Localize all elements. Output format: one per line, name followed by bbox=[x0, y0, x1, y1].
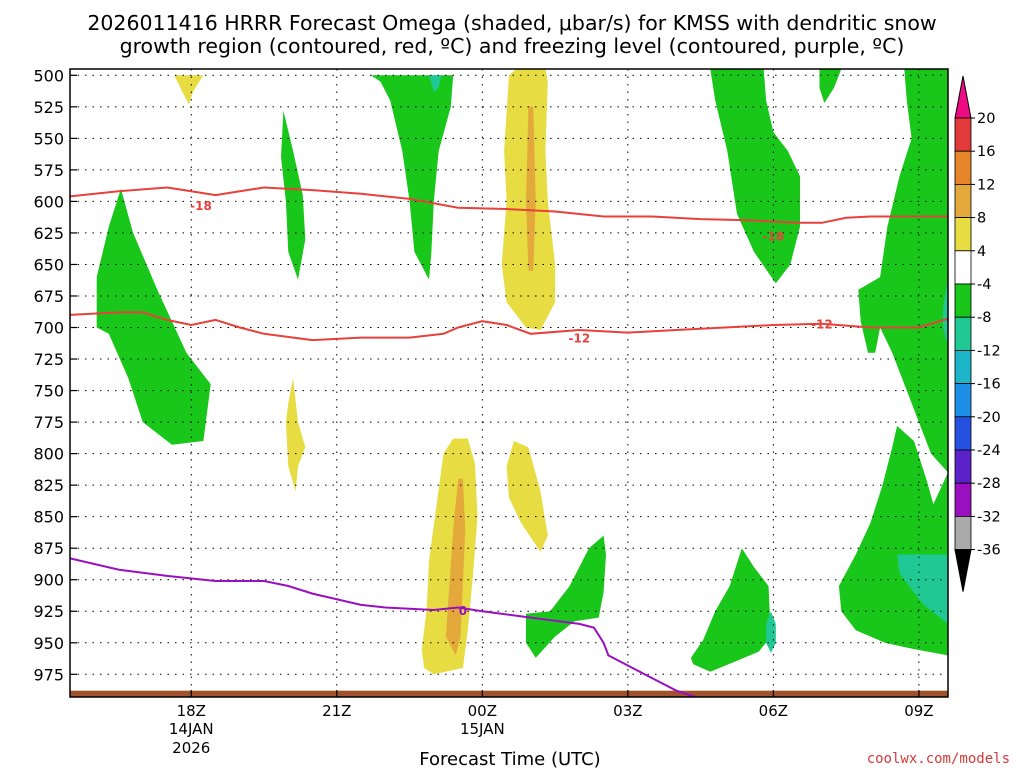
omega-region-14 bbox=[506, 441, 548, 552]
omega-region-1 bbox=[281, 110, 306, 280]
colorbar-label--20: -20 bbox=[977, 410, 1001, 426]
colorbar-band--28 bbox=[954, 449, 972, 484]
omega-region-10 bbox=[858, 69, 948, 473]
x-tick-label-09Z: 09Z bbox=[904, 702, 933, 720]
colorbar-label-20: 20 bbox=[977, 111, 995, 127]
y-tick-label-875: 875 bbox=[33, 539, 64, 558]
colorbar-band--8 bbox=[954, 283, 972, 318]
colorbar-band--12 bbox=[954, 316, 972, 351]
omega-region-19 bbox=[897, 554, 948, 624]
colorbar-band--24 bbox=[954, 416, 972, 451]
y-tick-label-500: 500 bbox=[33, 66, 64, 85]
colorbar-label--4: -4 bbox=[977, 277, 991, 293]
y-tick-label-825: 825 bbox=[33, 476, 64, 495]
x-tick-label-06Z: 06Z bbox=[759, 702, 788, 720]
omega-region-15 bbox=[526, 535, 606, 658]
dgz-contour--18-label-0: -18 bbox=[190, 199, 212, 213]
omega-region-11 bbox=[943, 277, 948, 347]
omega-region-7 bbox=[526, 106, 536, 271]
y-tick-label-700: 700 bbox=[33, 319, 64, 338]
colorbar-label-4: 4 bbox=[977, 244, 986, 260]
colorbar-label--8: -8 bbox=[977, 310, 991, 326]
y-tick-label-650: 650 bbox=[33, 255, 64, 274]
dgz-contour--12-label-0: -12 bbox=[568, 332, 590, 346]
colorbar-label--24: -24 bbox=[977, 443, 1001, 459]
colorbar-band--32 bbox=[954, 482, 972, 517]
colorbar-band-12 bbox=[954, 150, 972, 185]
y-tick-label-525: 525 bbox=[33, 98, 64, 117]
x-tick-label-03Z: 03Z bbox=[613, 702, 642, 720]
omega-region-9 bbox=[819, 69, 842, 103]
y-tick-label-800: 800 bbox=[33, 445, 64, 464]
y-tick-label-850: 850 bbox=[33, 508, 64, 527]
y-tick-label-725: 725 bbox=[33, 350, 64, 369]
omega-region-3 bbox=[285, 378, 306, 492]
colorbar-label--28: -28 bbox=[977, 476, 1001, 492]
y-tick-label-750: 750 bbox=[33, 382, 64, 401]
colorbar-label-12: 12 bbox=[977, 177, 995, 193]
y-tick-label-600: 600 bbox=[33, 192, 64, 211]
omega-region-4 bbox=[370, 75, 454, 280]
x-tick-label-21Z: 21Z bbox=[322, 702, 351, 720]
colorbar-label-16: 16 bbox=[977, 144, 995, 160]
colorbar-label-8: 8 bbox=[977, 211, 986, 227]
x-date-label-00Z: 15JAN bbox=[460, 720, 505, 738]
omega-region-5 bbox=[429, 75, 442, 92]
colorbar-bottom-triangle bbox=[954, 549, 972, 592]
colorbar-label--32: -32 bbox=[977, 509, 1001, 525]
colorbar-band--4 bbox=[954, 250, 972, 285]
colorbar-band--36 bbox=[954, 516, 972, 551]
x-year-label-18Z: 2026 bbox=[172, 739, 210, 757]
x-date-label-18Z: 14JAN bbox=[169, 720, 214, 738]
y-tick-label-625: 625 bbox=[33, 224, 64, 243]
colorbar-label--16: -16 bbox=[977, 377, 1001, 393]
contour-lines-layer: -18 -18 -12 -12 0 bbox=[70, 186, 948, 697]
dgz-contour--12-label-1: -12 bbox=[811, 318, 833, 332]
colorbar-band--16 bbox=[954, 349, 972, 384]
omega-region-16 bbox=[690, 548, 771, 672]
colorbar-band--20 bbox=[954, 383, 972, 418]
y-tick-label-675: 675 bbox=[33, 287, 64, 306]
dgz-contour--12 bbox=[70, 311, 948, 342]
y-tick-label-550: 550 bbox=[33, 129, 64, 148]
colorbar-band-8 bbox=[954, 183, 972, 218]
y-tick-label-575: 575 bbox=[33, 161, 64, 180]
omega-shading-layer bbox=[70, 69, 948, 697]
freezing-level-contour bbox=[70, 557, 697, 697]
pressure-axis: 500 525 550 575 600 625 650 675 700 725 750 775 800 8… bbox=[33, 66, 77, 684]
x-tick-label-18Z: 18Z bbox=[177, 702, 206, 720]
omega-region-0 bbox=[174, 75, 204, 105]
chart-title-line-1: 2026011416 HRRR Forecast Omega (shaded, … bbox=[87, 11, 936, 35]
colorbar-top-triangle bbox=[954, 75, 972, 119]
chart-title-line-2: growth region (contoured, red, ºC) and f… bbox=[120, 34, 905, 58]
omega-region-18 bbox=[838, 425, 948, 656]
ground-strip bbox=[70, 690, 948, 697]
colorbar-band-16 bbox=[954, 117, 972, 152]
plot-frame bbox=[69, 68, 949, 698]
y-tick-label-950: 950 bbox=[33, 634, 64, 653]
colorbar-label--12: -12 bbox=[977, 343, 1001, 359]
omega-region-8 bbox=[710, 69, 800, 284]
colorbar-band-4 bbox=[954, 217, 972, 252]
y-tick-label-925: 925 bbox=[33, 602, 64, 621]
x-tick-label-00Z: 00Z bbox=[468, 702, 497, 720]
credit-text[interactable]: coolwx.com/models bbox=[867, 751, 1010, 767]
omega-colorbar: 20 16 12 8 4 -4 -8 -12 -16 -20 -24 -28 -32 -36 bbox=[954, 75, 1001, 592]
y-tick-label-775: 775 bbox=[33, 413, 64, 432]
x-axis-label: Forecast Time (UTC) bbox=[419, 749, 600, 768]
dgz-contour--18 bbox=[70, 186, 948, 224]
freezing-level-contour-label-0: 0 bbox=[459, 604, 467, 618]
dgz-contour--18-label-1: -18 bbox=[763, 229, 785, 243]
y-tick-label-900: 900 bbox=[33, 571, 64, 590]
y-tick-label-975: 975 bbox=[33, 665, 64, 684]
colorbar-label--36: -36 bbox=[977, 543, 1001, 559]
